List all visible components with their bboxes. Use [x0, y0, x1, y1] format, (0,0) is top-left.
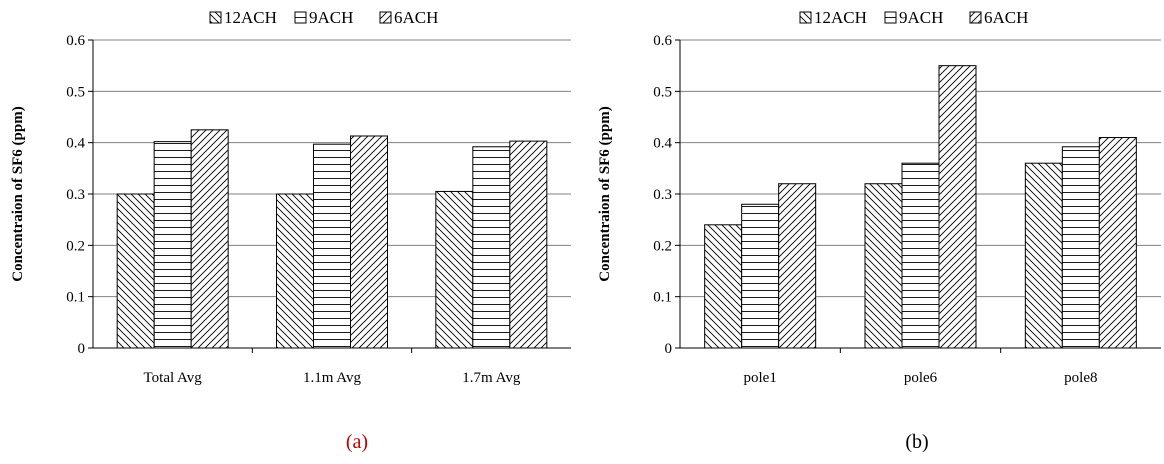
x-category-label: pole1: [744, 370, 777, 386]
bar-9ACH-TotalAvg: [153, 141, 192, 349]
x-category-label: 1.7m Avg: [462, 370, 521, 386]
y-tick-label: 0.4: [653, 136, 672, 152]
y-tick-label: 0.5: [66, 84, 85, 100]
legend-label-12ACH: 12ACH: [814, 8, 867, 27]
bar-9ACH-11mAvg: [313, 143, 351, 349]
legend-swatch-9ACH: [294, 11, 307, 24]
bar-12ACH-17mAvg: [435, 190, 474, 349]
bar-6ACH-pole1: [778, 183, 817, 349]
y-tick-label: 0: [78, 341, 86, 357]
y-tick-label: 0.4: [66, 136, 85, 152]
y-tick-label: 0.3: [653, 187, 672, 203]
bar-9ACH-17mAvg: [472, 146, 511, 349]
bar-6ACH-TotalAvg: [190, 129, 229, 349]
x-category-label: pole8: [1064, 370, 1097, 386]
legend-swatch-9ACH: [884, 11, 897, 24]
legend-swatch-12ACH: [799, 11, 812, 24]
bar-12ACH-pole6: [864, 183, 903, 349]
bar-6ACH-pole8: [1098, 137, 1137, 349]
y-tick-label: 0: [665, 341, 673, 357]
bar-12ACH-pole8: [1024, 162, 1063, 349]
y-tick-label: 0.1: [66, 290, 85, 306]
bar-9ACH-pole1: [741, 203, 780, 349]
bar-9ACH-pole8: [1061, 146, 1100, 349]
x-category-label: pole6: [904, 370, 938, 386]
legend-swatch-6ACH: [969, 11, 982, 24]
legend-label-9ACH: 9ACH: [309, 8, 353, 27]
legend-label-6ACH: 6ACH: [394, 8, 438, 27]
y-axis-label: Concentraion of SF6 (ppm): [597, 106, 613, 281]
bar-6ACH-11mAvg: [350, 135, 388, 349]
bar-6ACH-17mAvg: [509, 140, 548, 349]
legend-swatch-12ACH: [209, 11, 222, 24]
x-category-label: Total Avg: [144, 370, 203, 386]
legend-label-9ACH: 9ACH: [899, 8, 943, 27]
y-tick-label: 0.2: [653, 238, 672, 254]
chart-b: 0 0.1 0.2 0.3 0.4 0.5 0.6 pole1 pole6 pole8 Concen…: [597, 8, 1161, 453]
y-tick-label: 0.2: [66, 238, 85, 254]
panel-caption: (a): [346, 431, 368, 453]
bar-12ACH-TotalAvg: [116, 193, 155, 349]
x-category-label: 1.1m Avg: [303, 370, 362, 386]
bar-12ACH-11mAvg: [276, 193, 314, 349]
y-tick-label: 0.3: [66, 187, 85, 203]
legend-label-12ACH: 12ACH: [224, 8, 277, 27]
y-tick-label: 0.1: [653, 290, 672, 306]
bar-6ACH-pole6: [938, 65, 977, 349]
bar-9ACH-pole6: [901, 162, 940, 349]
chart-a: 0 0.1 0.2 0.3 0.4 0.5 0.6 Total Avg 1.1m Avg 1.7m…: [10, 8, 571, 453]
y-axis-label: Concentraion of SF6 (ppm): [10, 106, 26, 281]
y-tick-label: 0.6: [66, 33, 85, 49]
panel-caption: (b): [905, 431, 928, 453]
bar-12ACH-pole1: [704, 224, 743, 349]
y-tick-label: 0.5: [653, 84, 672, 100]
y-tick-label: 0.6: [653, 33, 672, 49]
legend-label-6ACH: 6ACH: [984, 8, 1028, 27]
legend-swatch-6ACH: [379, 11, 392, 24]
